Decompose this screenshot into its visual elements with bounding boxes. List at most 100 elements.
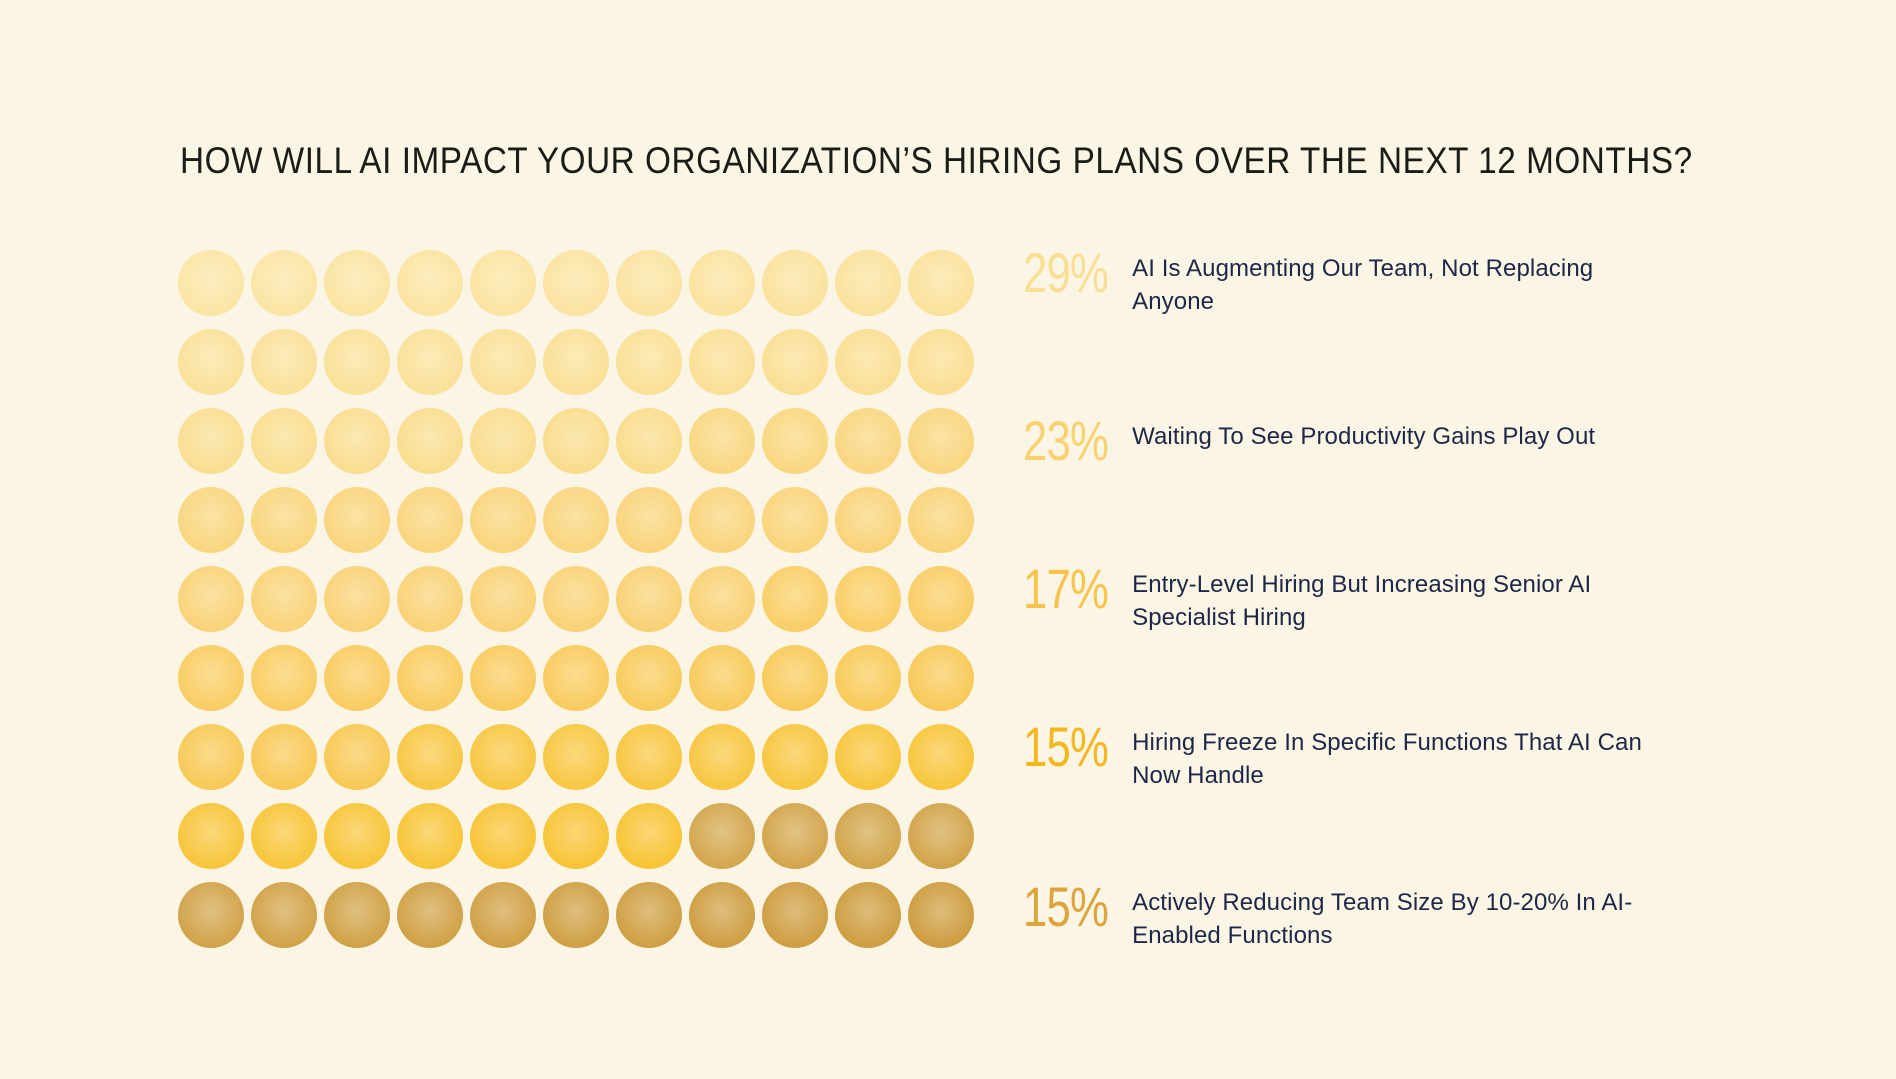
waffle-dot (251, 487, 317, 553)
percent-cell: 29% (1023, 244, 1132, 302)
waffle-dot (616, 724, 682, 790)
waffle-dot (835, 250, 901, 316)
waffle-dot (324, 250, 390, 316)
category-label: AI Is Augmenting Our Team, Not Replacing… (1132, 255, 1594, 315)
waffle-dot (543, 487, 609, 553)
waffle-dot (251, 724, 317, 790)
waffle-dot (543, 803, 609, 869)
waffle-dot (543, 250, 609, 316)
waffle-dot (324, 724, 390, 790)
waffle-dot (324, 329, 390, 395)
legend-item: 29% AI Is Augmenting Our Team, Not Repla… (1023, 244, 1594, 318)
percent-value: 15% (1023, 875, 1109, 938)
waffle-dot (178, 487, 244, 553)
waffle-dot (762, 487, 828, 553)
percent-value: 29% (1023, 241, 1109, 304)
waffle-dot (251, 250, 317, 316)
waffle-dot (397, 250, 463, 316)
waffle-dot (470, 250, 536, 316)
legend-item: 23% Waiting To See Productivity Gains Pl… (1023, 412, 1595, 470)
waffle-dot (543, 329, 609, 395)
waffle-dot (397, 487, 463, 553)
percent-value: 23% (1023, 409, 1109, 472)
waffle-dot (908, 724, 974, 790)
waffle-dot (543, 882, 609, 948)
waffle-dot (470, 882, 536, 948)
waffle-dot (616, 487, 682, 553)
percent-cell: 23% (1023, 412, 1132, 470)
waffle-dot (324, 566, 390, 632)
waffle-dot (762, 724, 828, 790)
percent-cell: 15% (1023, 878, 1132, 936)
waffle-dot (689, 724, 755, 790)
waffle-dot (251, 408, 317, 474)
waffle-dot (324, 408, 390, 474)
waffle-dot (689, 645, 755, 711)
waffle-dot (689, 329, 755, 395)
waffle-dot (251, 329, 317, 395)
waffle-dot (324, 487, 390, 553)
waffle-dot (543, 645, 609, 711)
waffle-dot (397, 408, 463, 474)
waffle-dot (470, 566, 536, 632)
waffle-dot (178, 566, 244, 632)
waffle-dot (251, 803, 317, 869)
waffle-dot (616, 250, 682, 316)
waffle-dot (762, 408, 828, 474)
waffle-dot (908, 566, 974, 632)
waffle-dot (835, 882, 901, 948)
legend-item: 15% Hiring Freeze In Specific Functions … (1023, 718, 1642, 792)
waffle-dot (324, 882, 390, 948)
waffle-dot (835, 645, 901, 711)
waffle-dot (762, 250, 828, 316)
waffle-dot (178, 882, 244, 948)
waffle-dot (762, 645, 828, 711)
waffle-dot (397, 645, 463, 711)
waffle-dot (689, 250, 755, 316)
waffle-dot (762, 566, 828, 632)
waffle-dot (689, 803, 755, 869)
waffle-dot (543, 408, 609, 474)
waffle-dot (689, 566, 755, 632)
waffle-dot (178, 724, 244, 790)
waffle-dot (689, 408, 755, 474)
waffle-dot (178, 645, 244, 711)
waffle-dot (616, 566, 682, 632)
waffle-dot (397, 882, 463, 948)
waffle-dot (470, 724, 536, 790)
waffle-dot (908, 250, 974, 316)
legend-item: 17% Entry-Level Hiring But Increasing Se… (1023, 560, 1591, 634)
waffle-dot (616, 803, 682, 869)
legend: 29% AI Is Augmenting Our Team, Not Repla… (1023, 0, 1803, 1079)
waffle-dot (324, 803, 390, 869)
waffle-dot (835, 803, 901, 869)
waffle-dot (397, 566, 463, 632)
waffle-dot (324, 645, 390, 711)
waffle-dot (397, 724, 463, 790)
waffle-dot (616, 408, 682, 474)
waffle-dot (908, 329, 974, 395)
waffle-dot (251, 645, 317, 711)
percent-value: 15% (1023, 715, 1109, 778)
waffle-dot (178, 250, 244, 316)
waffle-dot (397, 803, 463, 869)
waffle-dot (835, 724, 901, 790)
waffle-dot (616, 882, 682, 948)
waffle-dot (178, 329, 244, 395)
waffle-dot (470, 408, 536, 474)
waffle-dot (543, 724, 609, 790)
waffle-dot (908, 487, 974, 553)
waffle-dot (251, 882, 317, 948)
waffle-dot (908, 803, 974, 869)
waffle-dot (616, 329, 682, 395)
waffle-dot (397, 329, 463, 395)
waffle-dot (178, 803, 244, 869)
waffle-dot (470, 487, 536, 553)
chart-title: HOW WILL AI IMPACT YOUR ORGANIZATION’S H… (180, 140, 1693, 181)
waffle-dot (908, 645, 974, 711)
percent-cell: 15% (1023, 718, 1132, 776)
waffle-dot (835, 566, 901, 632)
waffle-dot (689, 487, 755, 553)
waffle-dot (762, 329, 828, 395)
percent-cell: 17% (1023, 560, 1132, 618)
